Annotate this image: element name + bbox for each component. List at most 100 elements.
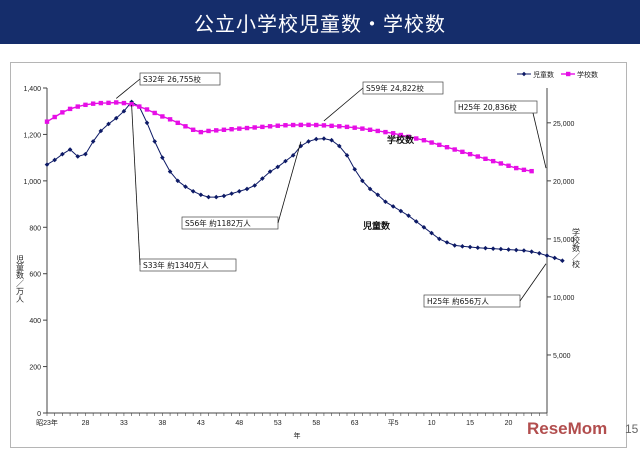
school-count-point bbox=[306, 122, 311, 128]
student-count-point bbox=[367, 186, 373, 192]
school-count-point bbox=[529, 168, 534, 174]
y-axis-label: 児童数／万人 bbox=[16, 255, 25, 303]
student-count-point bbox=[460, 244, 465, 249]
school-count-point bbox=[267, 124, 273, 129]
school-count-point bbox=[298, 122, 304, 128]
student-count-point bbox=[490, 246, 496, 251]
school-count-point bbox=[329, 123, 334, 129]
school-count-point bbox=[244, 125, 250, 131]
student-count-point bbox=[67, 147, 73, 152]
x-tick-label: 10 bbox=[428, 420, 436, 427]
student-count-point bbox=[483, 245, 488, 251]
school-count-point bbox=[198, 129, 204, 135]
series-line-students bbox=[46, 101, 563, 262]
school-count-point bbox=[144, 107, 150, 112]
school-count-point bbox=[498, 161, 504, 166]
annotation-s56-leader bbox=[277, 141, 302, 224]
title-bar: 公立小学校児童数・学校数 bbox=[0, 0, 640, 44]
student-count-point bbox=[237, 189, 242, 194]
school-count-point bbox=[129, 102, 134, 107]
school-count-point bbox=[383, 129, 388, 135]
student-count-point bbox=[121, 108, 127, 114]
student-count-point bbox=[498, 246, 504, 252]
student-count-point bbox=[475, 245, 481, 251]
student-count-point bbox=[98, 128, 104, 134]
annotation-h25-students-leader bbox=[519, 263, 547, 302]
annotation-s56: S56年 約1182万人 bbox=[185, 218, 251, 228]
student-count-point bbox=[290, 153, 296, 158]
annotation-h25-schools-box bbox=[454, 100, 538, 114]
student-count-point bbox=[283, 158, 288, 164]
school-count-point bbox=[137, 104, 142, 109]
student-count-point bbox=[421, 224, 427, 230]
school-count-point bbox=[175, 120, 180, 126]
school-count-point bbox=[206, 128, 211, 134]
x-tick-label: 38 bbox=[158, 420, 166, 427]
student-count-point bbox=[467, 244, 473, 250]
student-count-point bbox=[537, 250, 542, 256]
school-count-point bbox=[444, 144, 450, 150]
school-count-point bbox=[44, 119, 50, 124]
school-count-point bbox=[52, 114, 57, 120]
school-count-point bbox=[460, 149, 465, 155]
student-count-point bbox=[160, 155, 165, 160]
student-count-point bbox=[190, 189, 196, 194]
school-count-point bbox=[506, 163, 511, 168]
student-count-point bbox=[52, 157, 57, 163]
student-count-point bbox=[260, 176, 265, 181]
chart-frame bbox=[10, 62, 627, 448]
school-count-point bbox=[67, 106, 73, 112]
school-count-point bbox=[152, 110, 157, 116]
y2-tick-label: 15,000 bbox=[553, 237, 575, 244]
student-count-point bbox=[529, 249, 534, 254]
school-count-point bbox=[390, 131, 396, 136]
label-schools: 学校数 bbox=[387, 134, 415, 146]
school-count-point bbox=[106, 100, 111, 106]
x-tick-label: 53 bbox=[274, 420, 282, 427]
student-count-point bbox=[544, 253, 550, 258]
legend-marker-schools bbox=[566, 71, 571, 77]
school-count-point bbox=[483, 156, 488, 162]
legend-label-students: 児童数 bbox=[533, 70, 554, 79]
school-count-point bbox=[414, 136, 419, 141]
annotation-s32-leader bbox=[115, 78, 141, 99]
school-count-point bbox=[429, 140, 434, 145]
label-students: 児童数 bbox=[362, 220, 391, 232]
student-count-point bbox=[229, 191, 234, 196]
school-count-point bbox=[490, 158, 496, 164]
student-count-point bbox=[90, 139, 96, 144]
student-count-point bbox=[44, 162, 50, 167]
y2-tick-label: 25,000 bbox=[553, 121, 575, 128]
student-count-point bbox=[313, 136, 319, 142]
annotation-h25-students: H25年 約656万人 bbox=[427, 296, 489, 306]
student-count-point bbox=[352, 166, 357, 172]
student-count-point bbox=[144, 120, 150, 126]
school-count-point bbox=[167, 117, 173, 122]
student-count-point bbox=[337, 143, 342, 149]
student-count-point bbox=[560, 258, 565, 264]
annotation-h25-schools-leader bbox=[532, 112, 547, 169]
student-count-point bbox=[113, 115, 119, 121]
student-count-point bbox=[83, 151, 88, 157]
x-axis-label: 年 bbox=[294, 431, 301, 440]
y2-tick-label: 10,000 bbox=[553, 295, 575, 302]
school-count-point bbox=[467, 151, 473, 157]
school-count-point bbox=[398, 132, 404, 138]
resemom-logo: ReseMom bbox=[527, 419, 608, 438]
school-count-point bbox=[160, 114, 165, 119]
school-count-point bbox=[452, 147, 457, 152]
x-tick-label: 28 bbox=[82, 420, 90, 427]
school-count-point bbox=[283, 123, 288, 128]
student-count-point bbox=[244, 186, 250, 192]
student-count-point bbox=[552, 255, 557, 261]
school-count-point bbox=[437, 142, 442, 148]
student-count-point bbox=[413, 219, 419, 224]
school-count-point bbox=[521, 167, 527, 173]
legend-label-schools: 学校数 bbox=[577, 70, 598, 79]
school-count-point bbox=[360, 126, 365, 131]
school-count-point bbox=[114, 100, 119, 105]
student-count-point bbox=[275, 164, 281, 170]
student-count-point bbox=[360, 178, 365, 184]
y-tick-label: 200 bbox=[29, 365, 41, 372]
